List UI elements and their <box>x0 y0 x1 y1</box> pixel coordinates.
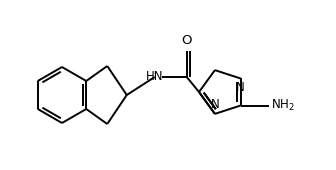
Text: N: N <box>211 98 219 111</box>
Text: O: O <box>181 34 192 47</box>
Text: HN: HN <box>146 71 164 83</box>
Text: NH$_2$: NH$_2$ <box>270 98 294 113</box>
Text: N: N <box>236 81 245 95</box>
